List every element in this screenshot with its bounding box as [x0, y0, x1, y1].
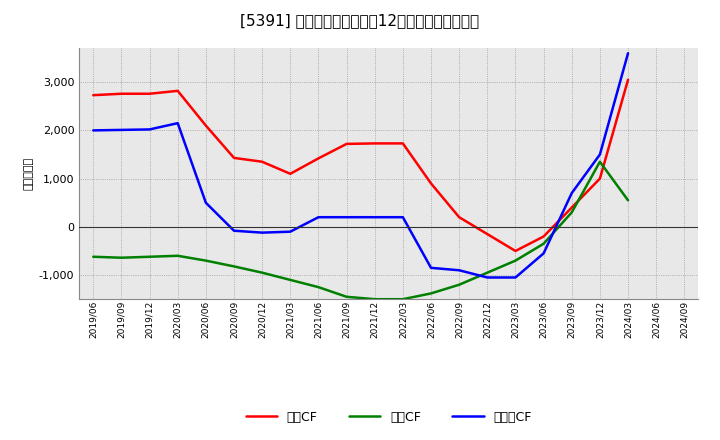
営業CF: [595, 176, 604, 181]
Line: 営業CF: 営業CF: [94, 80, 628, 251]
フリーCF: [483, 275, 492, 280]
投資CF: [370, 297, 379, 302]
営業CF: [511, 248, 520, 253]
フリーCF: [427, 265, 436, 271]
投資CF: [567, 210, 576, 215]
フリーCF: [202, 200, 210, 205]
営業CF: [258, 159, 266, 165]
投資CF: [314, 285, 323, 290]
営業CF: [567, 205, 576, 210]
フリーCF: [258, 230, 266, 235]
投資CF: [286, 277, 294, 282]
営業CF: [539, 234, 548, 239]
フリーCF: [117, 127, 126, 132]
投資CF: [427, 291, 436, 296]
フリーCF: [174, 121, 182, 126]
フリーCF: [595, 152, 604, 157]
投資CF: [624, 198, 632, 203]
営業CF: [624, 77, 632, 82]
フリーCF: [314, 215, 323, 220]
営業CF: [399, 141, 408, 146]
投資CF: [145, 254, 154, 260]
投資CF: [511, 258, 520, 263]
営業CF: [89, 92, 98, 98]
投資CF: [117, 255, 126, 260]
営業CF: [455, 215, 464, 220]
営業CF: [427, 181, 436, 186]
営業CF: [145, 91, 154, 96]
営業CF: [314, 156, 323, 161]
Text: [5391] キャッシュフローの12か月移動合計の推移: [5391] キャッシュフローの12か月移動合計の推移: [240, 13, 480, 28]
フリーCF: [370, 215, 379, 220]
投資CF: [258, 270, 266, 275]
Y-axis label: （百万円）: （百万円）: [23, 157, 33, 191]
Line: フリーCF: フリーCF: [94, 53, 628, 278]
投資CF: [483, 270, 492, 275]
フリーCF: [145, 127, 154, 132]
Legend: 営業CF, 投資CF, フリーCF: 営業CF, 投資CF, フリーCF: [240, 406, 537, 429]
フリーCF: [624, 51, 632, 56]
フリーCF: [539, 251, 548, 256]
投資CF: [455, 282, 464, 287]
フリーCF: [511, 275, 520, 280]
フリーCF: [286, 229, 294, 235]
営業CF: [370, 141, 379, 146]
営業CF: [483, 231, 492, 237]
フリーCF: [455, 268, 464, 273]
フリーCF: [399, 215, 408, 220]
フリーCF: [230, 228, 238, 233]
投資CF: [399, 297, 408, 302]
フリーCF: [89, 128, 98, 133]
フリーCF: [567, 191, 576, 196]
営業CF: [342, 141, 351, 147]
営業CF: [117, 91, 126, 96]
投資CF: [595, 159, 604, 165]
投資CF: [89, 254, 98, 260]
投資CF: [539, 241, 548, 246]
投資CF: [202, 258, 210, 263]
営業CF: [286, 171, 294, 176]
営業CF: [230, 155, 238, 161]
Line: 投資CF: 投資CF: [94, 162, 628, 299]
営業CF: [202, 123, 210, 128]
投資CF: [174, 253, 182, 258]
投資CF: [342, 294, 351, 300]
フリーCF: [342, 215, 351, 220]
営業CF: [174, 88, 182, 93]
投資CF: [230, 264, 238, 269]
